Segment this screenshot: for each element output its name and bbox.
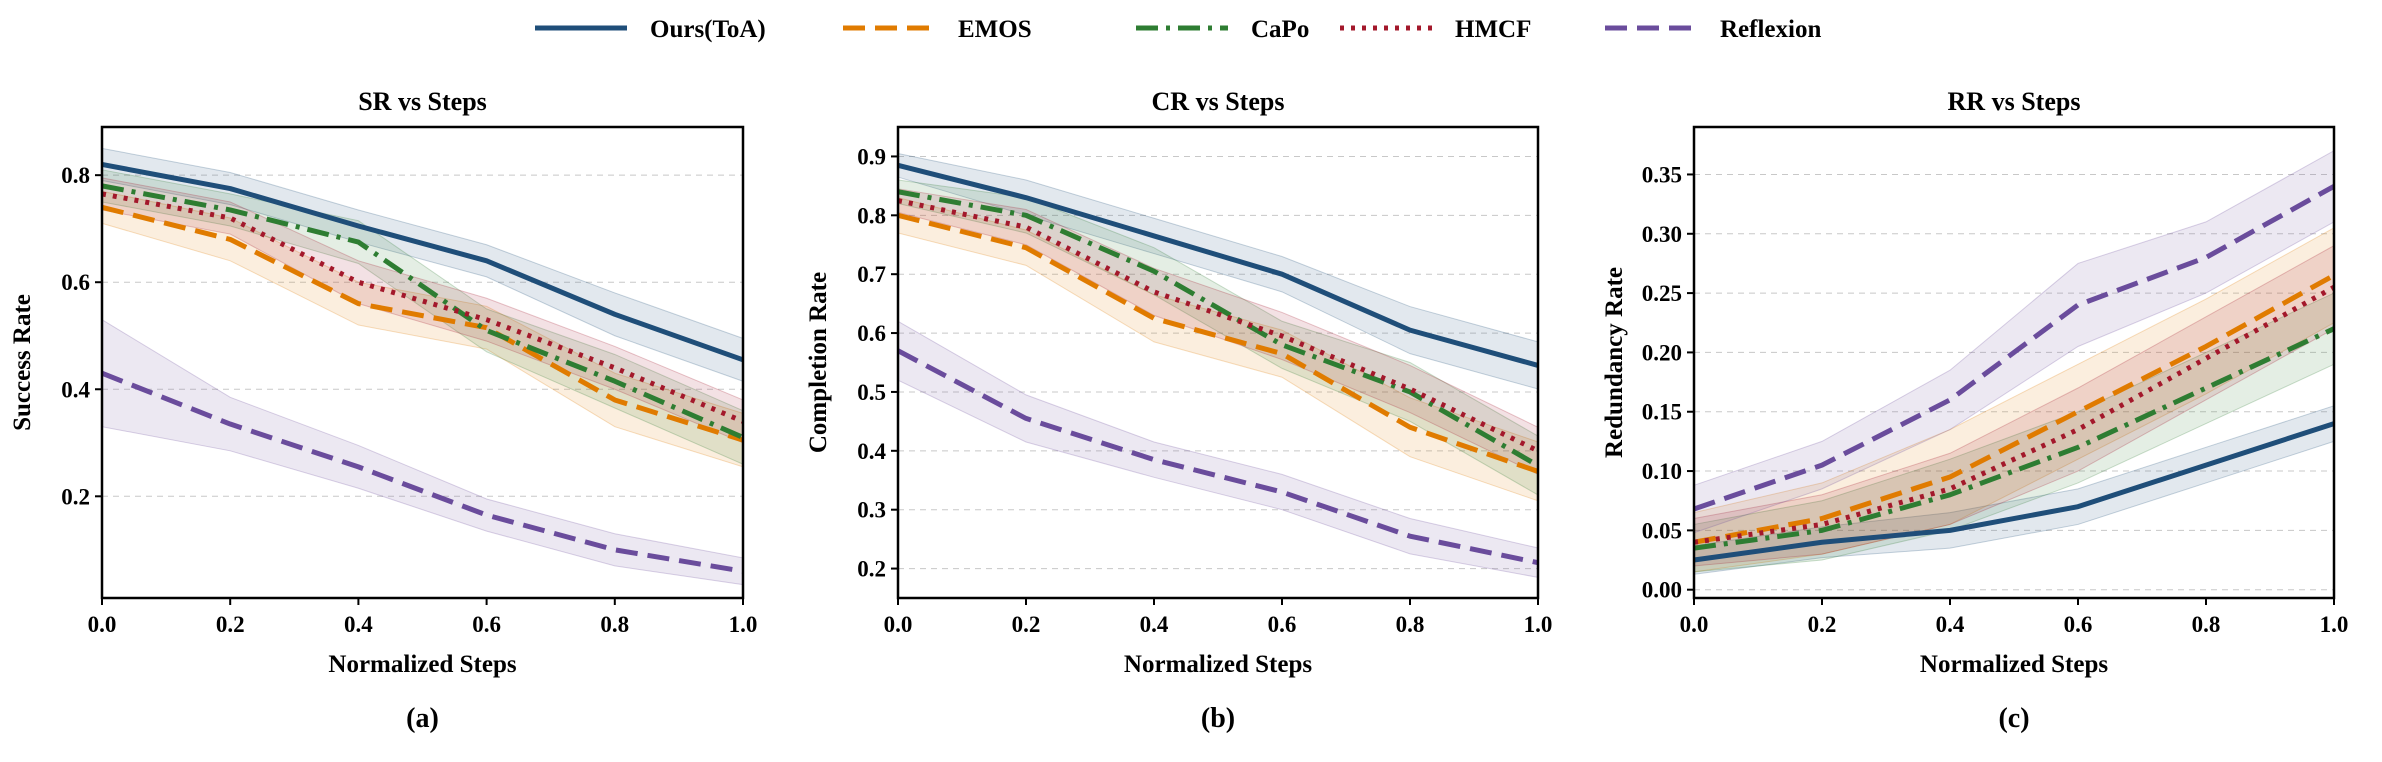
y-tick-label: 0.7	[857, 262, 886, 287]
y-tick-label: 0.2	[857, 557, 886, 582]
x-tick-label: 0.2	[216, 612, 245, 637]
series-line	[897, 198, 1540, 454]
series-line	[897, 162, 1539, 368]
plot-frame	[100, 125, 745, 600]
series-line	[1693, 326, 2336, 551]
legend: Ours(ToA) EMOS CaPo HMCF Reflexion	[535, 16, 1821, 43]
plot-frame	[896, 125, 1540, 600]
x-tick-label: 1.0	[1524, 612, 1553, 637]
x-tick-label: 0.2	[1012, 612, 1041, 637]
chart-title: SR vs Steps	[358, 87, 487, 116]
x-axis-label: Normalized Steps	[1124, 651, 1312, 678]
chart-panel: 0.2 0.4 0.6 0.8 0.0 0.2 0.4 0.6 0.8 1.0 SR vs Step…	[9, 87, 757, 734]
series-line	[897, 212, 1539, 474]
y-tick-label: 0.30	[1642, 222, 1682, 247]
y-axis-label: Completion Rate	[805, 272, 832, 453]
panel-label: (b)	[1201, 703, 1235, 734]
y-tick-label: 0.9	[857, 144, 886, 169]
legend-item: Ours(ToA)	[535, 16, 766, 43]
series-line	[1693, 184, 2336, 512]
chart-title: CR vs Steps	[1152, 87, 1285, 116]
x-tick-label: 0.0	[88, 612, 117, 637]
legend-label: Ours(ToA)	[650, 16, 766, 43]
legend-item: CaPo	[1136, 16, 1309, 43]
x-tick-label: 0.6	[2064, 612, 2093, 637]
chart-panel: 0.00 0.05 0.10 0.15 0.20 0.25 0.30 0.35 0.0 0.2 0.…	[1601, 87, 2348, 734]
x-tick-label: 0.0	[884, 612, 913, 637]
series-line	[897, 189, 1540, 468]
series-line	[1693, 273, 2336, 545]
y-tick-label: 0.15	[1642, 400, 1682, 425]
y-tick-label: 0.6	[61, 270, 90, 295]
x-tick-label: 0.4	[344, 612, 373, 637]
legend-label: HMCF	[1455, 16, 1531, 43]
x-tick-label: 0.6	[472, 612, 501, 637]
legend-item: Reflexion	[1605, 16, 1821, 43]
y-axis-label: Success Rate	[9, 294, 36, 431]
y-tick-label: 0.6	[857, 321, 886, 346]
y-tick-label: 0.4	[857, 439, 886, 464]
y-tick-label: 0.10	[1642, 459, 1682, 484]
legend-label: Reflexion	[1720, 16, 1821, 43]
y-tick-label: 0.25	[1642, 281, 1682, 306]
y-tick-label: 0.20	[1642, 340, 1682, 365]
y-axis-label: Redundancy Rate	[1601, 267, 1628, 458]
series-line	[101, 370, 744, 574]
series-line	[1693, 421, 2335, 563]
x-axis-label: Normalized Steps	[328, 651, 516, 678]
y-tick-label: 0.35	[1642, 162, 1682, 187]
legend-item: HMCF	[1340, 16, 1531, 43]
x-tick-label: 0.8	[1396, 612, 1425, 637]
panel-label: (a)	[406, 703, 439, 734]
x-tick-label: 0.2	[1808, 612, 1837, 637]
x-tick-label: 0.8	[2192, 612, 2221, 637]
y-tick-label: 0.3	[857, 498, 886, 523]
y-tick-label: 0.00	[1642, 578, 1682, 603]
y-tick-label: 0.8	[61, 163, 90, 188]
y-tick-label: 0.8	[857, 203, 886, 228]
x-axis-label: Normalized Steps	[1920, 651, 2108, 678]
chart-panel: 0.2 0.3 0.4 0.5 0.6 0.7 0.8 0.9 0.0 0.2 0.4 0.6 0.8 1…	[805, 87, 1552, 734]
legend-label: EMOS	[958, 16, 1032, 43]
x-tick-label: 0.0	[1680, 612, 1709, 637]
plot-frame	[1692, 125, 2336, 600]
series-line	[101, 183, 745, 440]
y-tick-label: 0.2	[61, 484, 90, 509]
series-line	[101, 204, 744, 443]
panel-label: (c)	[1998, 703, 2029, 734]
legend-label: CaPo	[1251, 16, 1309, 43]
y-tick-label: 0.05	[1642, 518, 1682, 543]
x-tick-label: 1.0	[2320, 612, 2349, 637]
series-line	[1693, 284, 2336, 545]
x-tick-label: 0.4	[1936, 612, 1965, 637]
y-tick-label: 0.5	[857, 380, 886, 405]
chart-title: RR vs Steps	[1948, 87, 2081, 116]
legend-item: EMOS	[843, 16, 1032, 43]
y-tick-label: 0.4	[61, 377, 90, 402]
x-tick-label: 0.8	[600, 612, 629, 637]
x-tick-label: 1.0	[729, 612, 758, 637]
series-line	[101, 162, 744, 363]
x-tick-label: 0.6	[1268, 612, 1297, 637]
x-tick-label: 0.4	[1140, 612, 1169, 637]
